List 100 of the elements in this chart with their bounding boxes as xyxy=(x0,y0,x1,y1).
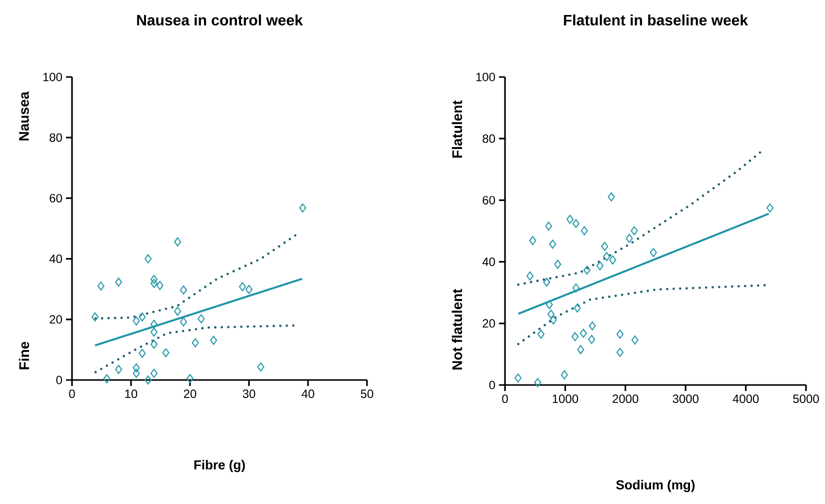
point xyxy=(580,328,587,338)
x-axis-title: Fibre (g) xyxy=(194,460,245,472)
y-tick-label: 40 xyxy=(49,254,62,264)
y-tick-label: 60 xyxy=(482,196,496,204)
point xyxy=(601,242,608,251)
point xyxy=(543,278,550,287)
point xyxy=(91,312,99,322)
y-tick-label: 100 xyxy=(476,72,496,82)
y-tick-label: 40 xyxy=(482,258,496,266)
point xyxy=(103,374,110,384)
point xyxy=(156,280,164,290)
line-series xyxy=(517,284,768,346)
point xyxy=(150,368,158,378)
y-axis-title: Nausea xyxy=(19,91,29,140)
x-tick-label: 5000 xyxy=(793,394,819,404)
point xyxy=(588,334,596,344)
point xyxy=(150,274,158,284)
point xyxy=(577,345,584,354)
x-tick-label: 50 xyxy=(360,390,374,398)
point xyxy=(138,312,146,322)
point xyxy=(603,252,610,262)
point xyxy=(537,330,545,339)
point xyxy=(572,283,580,293)
point xyxy=(588,321,596,330)
point xyxy=(132,368,140,378)
point xyxy=(608,192,615,202)
x-tick-label: 1000 xyxy=(552,394,578,404)
y-tick-label: 0 xyxy=(56,376,62,384)
point xyxy=(257,362,264,372)
point xyxy=(534,378,542,388)
y-tick-label: 20 xyxy=(482,319,496,328)
point xyxy=(529,236,536,246)
point xyxy=(186,374,194,384)
x-tick-label: 0 xyxy=(502,394,508,404)
text: Fine xyxy=(18,342,30,370)
line-series xyxy=(94,324,298,374)
point xyxy=(626,234,633,243)
point xyxy=(192,338,199,348)
point xyxy=(299,203,306,212)
point xyxy=(245,284,253,294)
y-tick-label: 100 xyxy=(43,72,62,82)
point xyxy=(560,370,568,380)
x-tick-label: 4000 xyxy=(732,394,759,404)
point xyxy=(174,237,182,246)
point xyxy=(550,315,557,325)
point xyxy=(609,255,616,265)
point xyxy=(138,348,146,358)
x-tick-label: 10 xyxy=(125,390,138,398)
point xyxy=(144,375,152,385)
x-axis-title: Sodium (mg) xyxy=(616,480,695,492)
point xyxy=(174,306,182,316)
chart-title: Flatulent in baseline week xyxy=(564,14,748,26)
point xyxy=(115,364,122,374)
point xyxy=(150,278,158,288)
point xyxy=(150,320,158,329)
point xyxy=(162,348,170,358)
point xyxy=(546,300,553,310)
point xyxy=(210,336,218,345)
text: Not flatulent xyxy=(452,288,462,370)
x-tick-label: 40 xyxy=(302,390,314,398)
point xyxy=(572,219,580,228)
y-tick-label: 20 xyxy=(50,315,62,324)
point xyxy=(132,363,140,372)
y-tick-label: 80 xyxy=(482,134,496,143)
point xyxy=(547,310,555,319)
point xyxy=(545,222,552,231)
point xyxy=(180,285,188,295)
point xyxy=(180,317,188,326)
point xyxy=(583,266,591,275)
point xyxy=(150,340,158,349)
point xyxy=(630,226,638,236)
point xyxy=(616,330,624,339)
point xyxy=(596,261,604,270)
x-tick-label: 20 xyxy=(184,390,196,398)
point xyxy=(766,203,774,212)
x-tick-label: 3000 xyxy=(672,394,698,404)
point xyxy=(238,282,246,292)
y-tick-label: 60 xyxy=(50,194,62,202)
chart-title: Nausea in control week xyxy=(137,14,303,26)
y-tick-label: 0 xyxy=(489,380,496,390)
x-tick-label: 30 xyxy=(242,390,256,398)
point xyxy=(132,316,140,326)
point xyxy=(150,328,158,337)
point xyxy=(198,314,205,324)
y-tick-label: 80 xyxy=(50,133,62,142)
point xyxy=(566,214,574,224)
x-tick-label: 2000 xyxy=(612,394,638,404)
point xyxy=(650,248,657,258)
y-axis-title: Flatulent xyxy=(452,100,462,158)
point xyxy=(580,226,588,236)
point xyxy=(144,254,152,264)
point xyxy=(97,282,104,291)
point xyxy=(514,373,522,382)
point xyxy=(115,278,122,287)
point xyxy=(631,335,639,345)
point xyxy=(616,348,624,357)
x-tick-label: 0 xyxy=(69,390,75,398)
point xyxy=(574,303,581,313)
point xyxy=(571,332,579,342)
point xyxy=(549,240,556,249)
